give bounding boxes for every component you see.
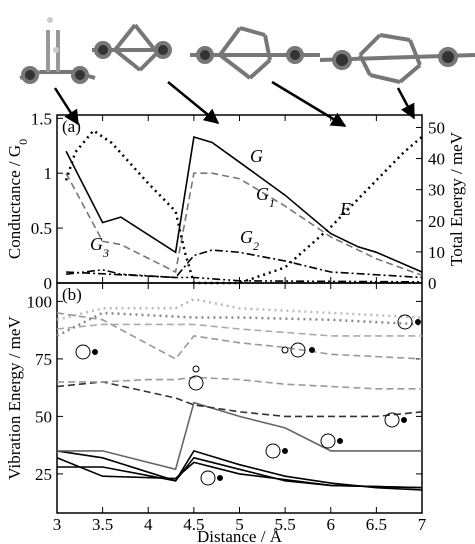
curve-label: G3 [90, 234, 109, 260]
series-line [57, 451, 422, 490]
molecule-3 [190, 28, 320, 78]
y2-tick-label: 10 [428, 243, 445, 262]
curve-label: G2 [240, 227, 259, 253]
series-line [66, 137, 422, 272]
y-tick-label: 50 [35, 407, 52, 426]
panel-label: (b) [62, 285, 82, 304]
y-tick-label: 25 [35, 465, 52, 484]
x-tick-label: 3.5 [92, 515, 113, 534]
x-tick-label: 3 [53, 515, 62, 534]
series-line [57, 299, 422, 320]
figure: 00.511.501020304050GG1G2G3E(a)Conductanc… [0, 0, 475, 544]
curve-label: G [250, 146, 263, 166]
curve-label-main: G [90, 234, 103, 254]
series-line [57, 377, 422, 389]
molecule-1 [20, 17, 95, 82]
molecule-images [20, 17, 475, 82]
series-line [66, 270, 422, 282]
x-tick-label: 7 [418, 515, 427, 534]
y-axis-label: Conductance / G0 [5, 139, 30, 259]
x-axis-label: Distance / Å [197, 527, 283, 544]
y-tick-label: 100 [27, 292, 53, 311]
molecule-4 [320, 35, 475, 82]
y-tick-label: 75 [35, 350, 52, 369]
curve-label-sub: 2 [253, 239, 259, 253]
curve-label-main: G [256, 184, 269, 204]
y-axis-label-sub: 0 [16, 139, 30, 145]
curve-label-main: G [240, 227, 253, 247]
y-axis-label: Vibration Energy / meV [5, 316, 24, 480]
mode-icons [76, 315, 421, 485]
pointer-arrows [55, 82, 414, 126]
curve-label-main: E [339, 199, 351, 219]
y2-axis-label: Total Energy / meV [447, 131, 466, 266]
molecule-2 [92, 25, 170, 70]
panel-label: (a) [62, 117, 81, 136]
y2-tick-label: 30 [428, 181, 445, 200]
curve-label-main: G [250, 146, 263, 166]
panel-frame [57, 115, 422, 283]
y-tick-label: 0 [44, 274, 53, 293]
series-line [57, 324, 422, 336]
curve-label-sub: 3 [102, 246, 109, 260]
y2-tick-label: 0 [428, 274, 437, 293]
y-tick-label: 1.5 [31, 109, 52, 128]
y2-tick-label: 20 [428, 212, 445, 231]
panel-frame [57, 283, 422, 513]
plot-area: 00.511.501020304050GG1G2G3E(a)Conductanc… [5, 109, 466, 544]
x-tick-label: 6.5 [366, 515, 387, 534]
y-axis-label-main: Conductance / G [5, 145, 24, 259]
curve-label: E [339, 199, 351, 219]
curve-label: G1 [256, 184, 275, 210]
y-tick-label: 0.5 [31, 219, 52, 238]
curve-label-sub: 1 [269, 196, 275, 210]
series-line [57, 458, 422, 488]
y2-tick-label: 50 [428, 118, 445, 137]
y-tick-label: 1 [44, 164, 53, 183]
x-tick-label: 6 [327, 515, 336, 534]
y2-tick-label: 40 [428, 150, 445, 169]
series-line [57, 403, 422, 470]
series-line [66, 131, 422, 283]
series-line [57, 382, 422, 417]
x-tick-label: 4 [144, 515, 153, 534]
